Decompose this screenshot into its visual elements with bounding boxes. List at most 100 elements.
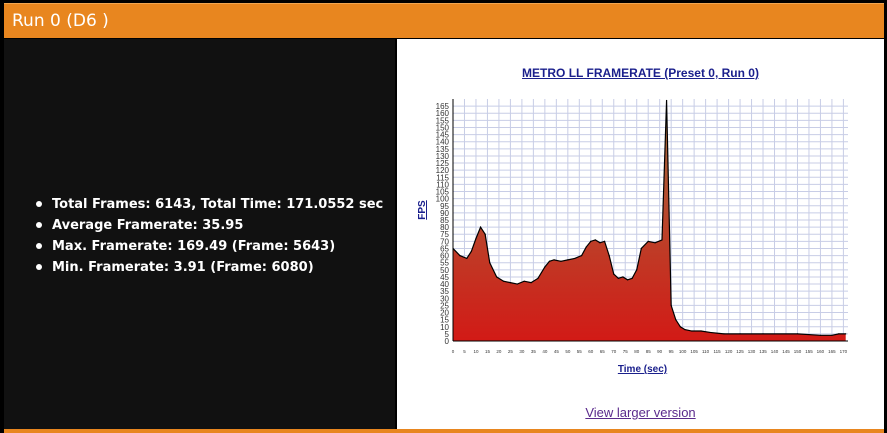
fps-point <box>670 304 672 307</box>
y-tick-label: 100 <box>436 195 450 204</box>
fps-point <box>838 333 840 335</box>
y-tick-label: 75 <box>440 230 449 239</box>
bullet-icon <box>36 201 42 207</box>
y-tick-label: 105 <box>436 188 450 197</box>
bottom-strip <box>4 429 884 433</box>
fps-point <box>581 254 583 257</box>
fps-point <box>626 279 629 281</box>
y-tick-label: 35 <box>440 287 449 296</box>
fps-point <box>684 329 686 331</box>
y-tick-label: 120 <box>436 166 450 175</box>
x-tick-label: 70 <box>611 349 617 354</box>
x-tick-label: 15 <box>485 349 491 354</box>
fps-point <box>502 280 505 282</box>
x-tick-label: 105 <box>690 349 698 354</box>
x-tick-label: 130 <box>748 349 756 354</box>
fps-point <box>613 273 615 275</box>
y-tick-label: 140 <box>436 138 450 147</box>
y-tick-label: 110 <box>436 180 449 189</box>
x-tick-label: 100 <box>679 349 687 354</box>
y-tick-label: 65 <box>440 244 449 253</box>
y-tick-label: 90 <box>440 209 449 218</box>
x-tick-label: 125 <box>736 349 744 354</box>
y-tick-label: 50 <box>440 266 449 275</box>
x-tick-label: 140 <box>771 349 779 354</box>
fps-point <box>845 333 847 335</box>
x-tick-label: 115 <box>714 349 722 354</box>
bullet-icon <box>36 264 42 270</box>
y-tick-label: 165 <box>436 102 450 111</box>
fps-point <box>599 242 601 244</box>
fps-point <box>709 331 711 334</box>
stat-text: Min. Framerate: 3.91 (Frame: 6080) <box>52 260 314 275</box>
y-tick-label: 130 <box>436 152 450 161</box>
x-tick-label: 5 <box>463 349 466 354</box>
fps-point <box>661 239 663 241</box>
x-tick-label: 30 <box>519 349 525 354</box>
run-title: Run 0 (D6 ) <box>12 11 109 31</box>
y-tick-label: 0 <box>445 337 450 346</box>
fps-point <box>537 277 539 279</box>
x-tick-label: 80 <box>634 349 640 354</box>
x-tick-label: 45 <box>554 349 560 354</box>
y-tick-label: 115 <box>436 173 449 182</box>
fps-point <box>470 250 472 252</box>
x-tick-label: 145 <box>782 349 790 354</box>
x-tick-label: 110 <box>702 349 710 354</box>
fps-point <box>796 333 799 335</box>
fps-point <box>654 242 656 244</box>
x-tick-label: 85 <box>646 349 652 354</box>
stat-average-framerate: Average Framerate: 35.95 <box>22 215 383 236</box>
x-tick-label: 120 <box>725 349 733 354</box>
stats-list: Total Frames: 6143, Total Time: 171.0552… <box>22 194 383 278</box>
x-tick-label: 0 <box>452 349 455 354</box>
fps-area <box>453 100 846 342</box>
x-tick-label: 95 <box>669 349 675 354</box>
stat-text: Total Frames: 6143, Total Time: 171.0552… <box>52 197 384 212</box>
x-tick-label: 75 <box>623 349 629 354</box>
y-tick-label: 150 <box>436 123 450 132</box>
x-tick-label: 135 <box>759 349 767 354</box>
x-tick-label: 20 <box>496 349 502 354</box>
bullet-icon <box>36 243 42 249</box>
fps-point <box>617 277 619 279</box>
stat-min-framerate: Min. Framerate: 3.91 (Frame: 6080) <box>22 257 383 278</box>
y-tick-label: 135 <box>436 145 450 154</box>
view-larger-link[interactable]: View larger version <box>585 405 696 420</box>
y-tick-label: 55 <box>440 259 449 268</box>
y-tick-label: 145 <box>436 131 450 140</box>
x-tick-label: 50 <box>565 349 571 354</box>
stat-total-frames: Total Frames: 6143, Total Time: 171.0552… <box>22 194 383 215</box>
fps-point <box>516 283 518 285</box>
fps-point <box>636 269 638 271</box>
fps-point <box>819 334 822 336</box>
fps-line <box>452 100 846 336</box>
x-tick-label: 55 <box>577 349 583 354</box>
y-tick-label: 10 <box>440 323 449 332</box>
stat-max-framerate: Max. Framerate: 169.49 (Frame: 5643) <box>22 236 383 257</box>
x-tick-label: 60 <box>588 349 594 354</box>
x-tick-label: 165 <box>828 349 836 354</box>
fps-point <box>831 334 833 336</box>
fps-point <box>603 240 606 242</box>
fps-point <box>567 259 569 261</box>
fps-point <box>691 330 693 332</box>
x-tick-label: 170 <box>840 349 848 354</box>
x-tick-label: 65 <box>600 349 606 354</box>
fps-point <box>647 240 649 242</box>
stat-text: Max. Framerate: 169.49 (Frame: 5643) <box>52 239 336 254</box>
y-tick-label: 160 <box>436 109 450 118</box>
stats-pane: Total Frames: 6143, Total Time: 171.0552… <box>4 39 395 429</box>
y-tick-label: 95 <box>440 202 449 211</box>
fps-point <box>553 259 555 261</box>
y-tick-label: 15 <box>440 316 449 325</box>
y-tick-label: 30 <box>440 294 449 303</box>
y-tick-label: 80 <box>440 223 449 232</box>
fps-point <box>466 257 468 260</box>
x-tick-label: 160 <box>817 349 825 354</box>
x-tick-label: 25 <box>508 349 514 354</box>
fps-point <box>622 276 624 278</box>
x-axis-label: Time (sec) <box>618 364 667 375</box>
